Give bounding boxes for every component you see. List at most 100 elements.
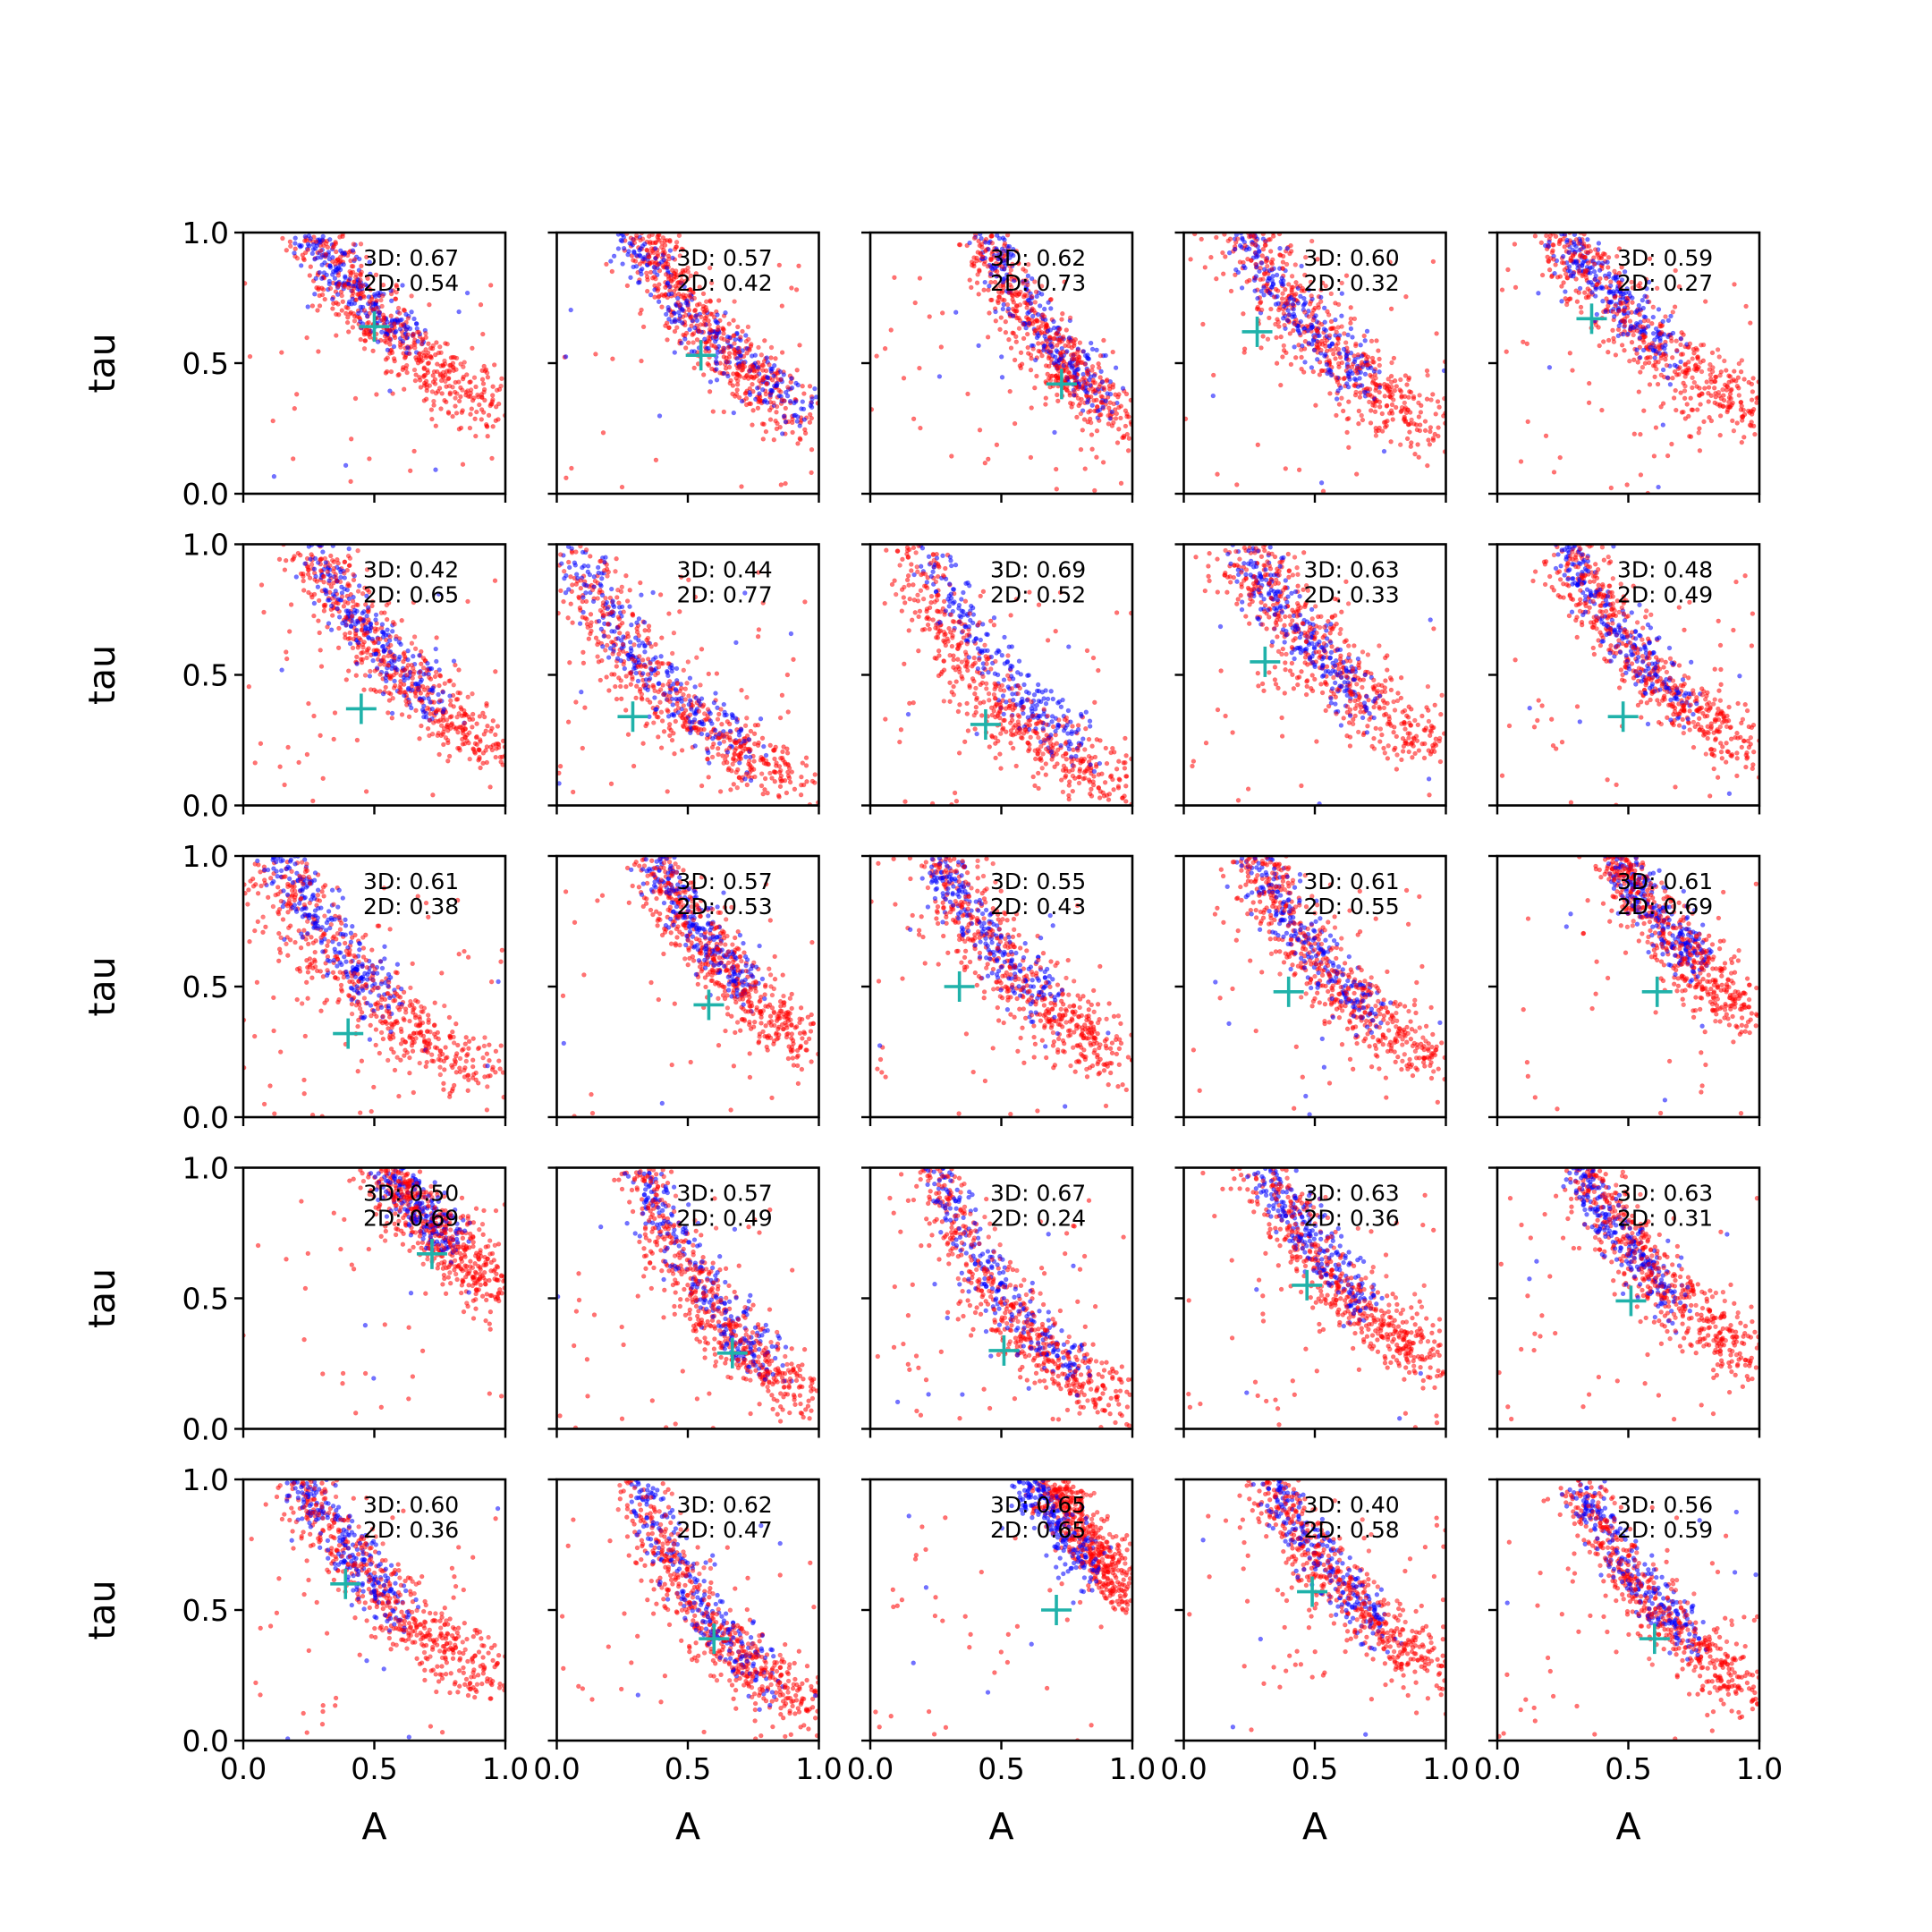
red-point — [359, 263, 364, 269]
blue-point — [1309, 325, 1315, 330]
blue-point — [357, 583, 362, 589]
red-point — [784, 746, 790, 751]
red-overlay-point — [1258, 266, 1263, 271]
red-overlay-point — [316, 285, 322, 291]
red-overlay-point — [756, 396, 762, 402]
red-point — [1406, 394, 1411, 400]
red-point — [1391, 355, 1397, 361]
blue-point — [394, 666, 400, 673]
red-overlay-point — [1563, 271, 1569, 277]
blue-point — [380, 691, 386, 697]
red-overlay-point — [1339, 395, 1344, 401]
red-point — [497, 754, 504, 760]
red-overlay-point — [390, 619, 396, 625]
red-point — [287, 239, 293, 244]
red-overlay-point — [1391, 397, 1396, 402]
red-overlay-point — [1409, 417, 1414, 423]
red-point — [938, 344, 945, 350]
red-overlay-point — [1680, 352, 1686, 357]
red-overlay-point — [1586, 292, 1591, 298]
blue-point — [364, 613, 369, 619]
blue-point — [672, 317, 678, 322]
red-point — [803, 763, 809, 768]
red-overlay-point — [1297, 283, 1303, 289]
red-overlay-point — [1687, 341, 1693, 346]
red-point — [315, 308, 320, 313]
red-overlay-point — [681, 270, 686, 275]
blue-point — [1625, 331, 1631, 336]
red-overlay-point — [1266, 237, 1272, 242]
blue-point — [333, 589, 338, 594]
blue-point — [1051, 326, 1057, 331]
blue-point — [299, 263, 304, 268]
blue-point — [326, 578, 332, 583]
red-point — [1394, 384, 1400, 389]
red-overlay-point — [735, 378, 741, 384]
red-point — [362, 338, 368, 343]
blue-point — [1611, 291, 1616, 296]
blue-point — [752, 352, 758, 358]
red-point — [478, 302, 484, 308]
red-point — [1302, 339, 1309, 344]
red-overlay-point — [327, 285, 334, 292]
red-overlay-point — [1281, 310, 1287, 317]
red-overlay-point — [1307, 301, 1313, 307]
red-overlay-point — [746, 369, 752, 374]
red-overlay-point — [409, 293, 414, 299]
blue-point — [801, 417, 807, 422]
red-point — [1319, 280, 1326, 285]
red-point — [425, 725, 431, 732]
red-overlay-point — [1613, 303, 1618, 309]
red-point — [1708, 418, 1715, 424]
red-overlay-point — [1092, 380, 1098, 386]
red-point — [1709, 350, 1716, 356]
red-overlay-point — [1038, 284, 1045, 289]
red-point — [258, 582, 265, 588]
blue-point — [1652, 337, 1657, 343]
red-point — [790, 429, 795, 436]
red-point — [672, 328, 678, 335]
red-point — [1344, 429, 1350, 436]
red-point — [465, 598, 470, 605]
red-overlay-point — [1612, 295, 1618, 301]
red-overlay-point — [655, 250, 661, 257]
red-point — [1646, 360, 1652, 366]
red-point — [1674, 407, 1679, 413]
blue-point — [1642, 293, 1648, 299]
red-point — [490, 424, 496, 429]
red-overlay-point — [411, 367, 418, 373]
red-point — [484, 700, 489, 707]
red-overlay-point — [685, 276, 691, 282]
red-overlay-point — [446, 368, 453, 373]
red-point — [477, 714, 483, 719]
red-point — [776, 262, 782, 268]
red-point — [486, 412, 492, 418]
scatter-points — [1499, 233, 1759, 494]
red-point — [1082, 466, 1088, 471]
red-point — [791, 657, 796, 662]
red-overlay-point — [1086, 410, 1091, 415]
blue-point — [1270, 274, 1275, 279]
blue-point — [1371, 369, 1377, 374]
red-point — [1343, 273, 1350, 278]
red-point — [986, 456, 991, 462]
red-point — [425, 360, 431, 367]
red-point — [433, 352, 438, 358]
red-point — [460, 731, 466, 736]
red-point — [1123, 423, 1129, 429]
red-overlay-point — [724, 359, 731, 365]
blue-point — [411, 316, 417, 322]
blue-point — [714, 360, 720, 367]
red-overlay-point — [424, 667, 430, 673]
red-point — [472, 741, 479, 746]
red-point — [1525, 419, 1530, 425]
red-point — [1672, 369, 1678, 375]
blue-point — [389, 710, 395, 716]
red-point — [674, 701, 680, 707]
red-point — [783, 480, 788, 487]
red-overlay-point — [456, 711, 462, 716]
red-point — [456, 379, 462, 385]
blue-point — [335, 606, 340, 612]
red-point — [292, 406, 297, 411]
